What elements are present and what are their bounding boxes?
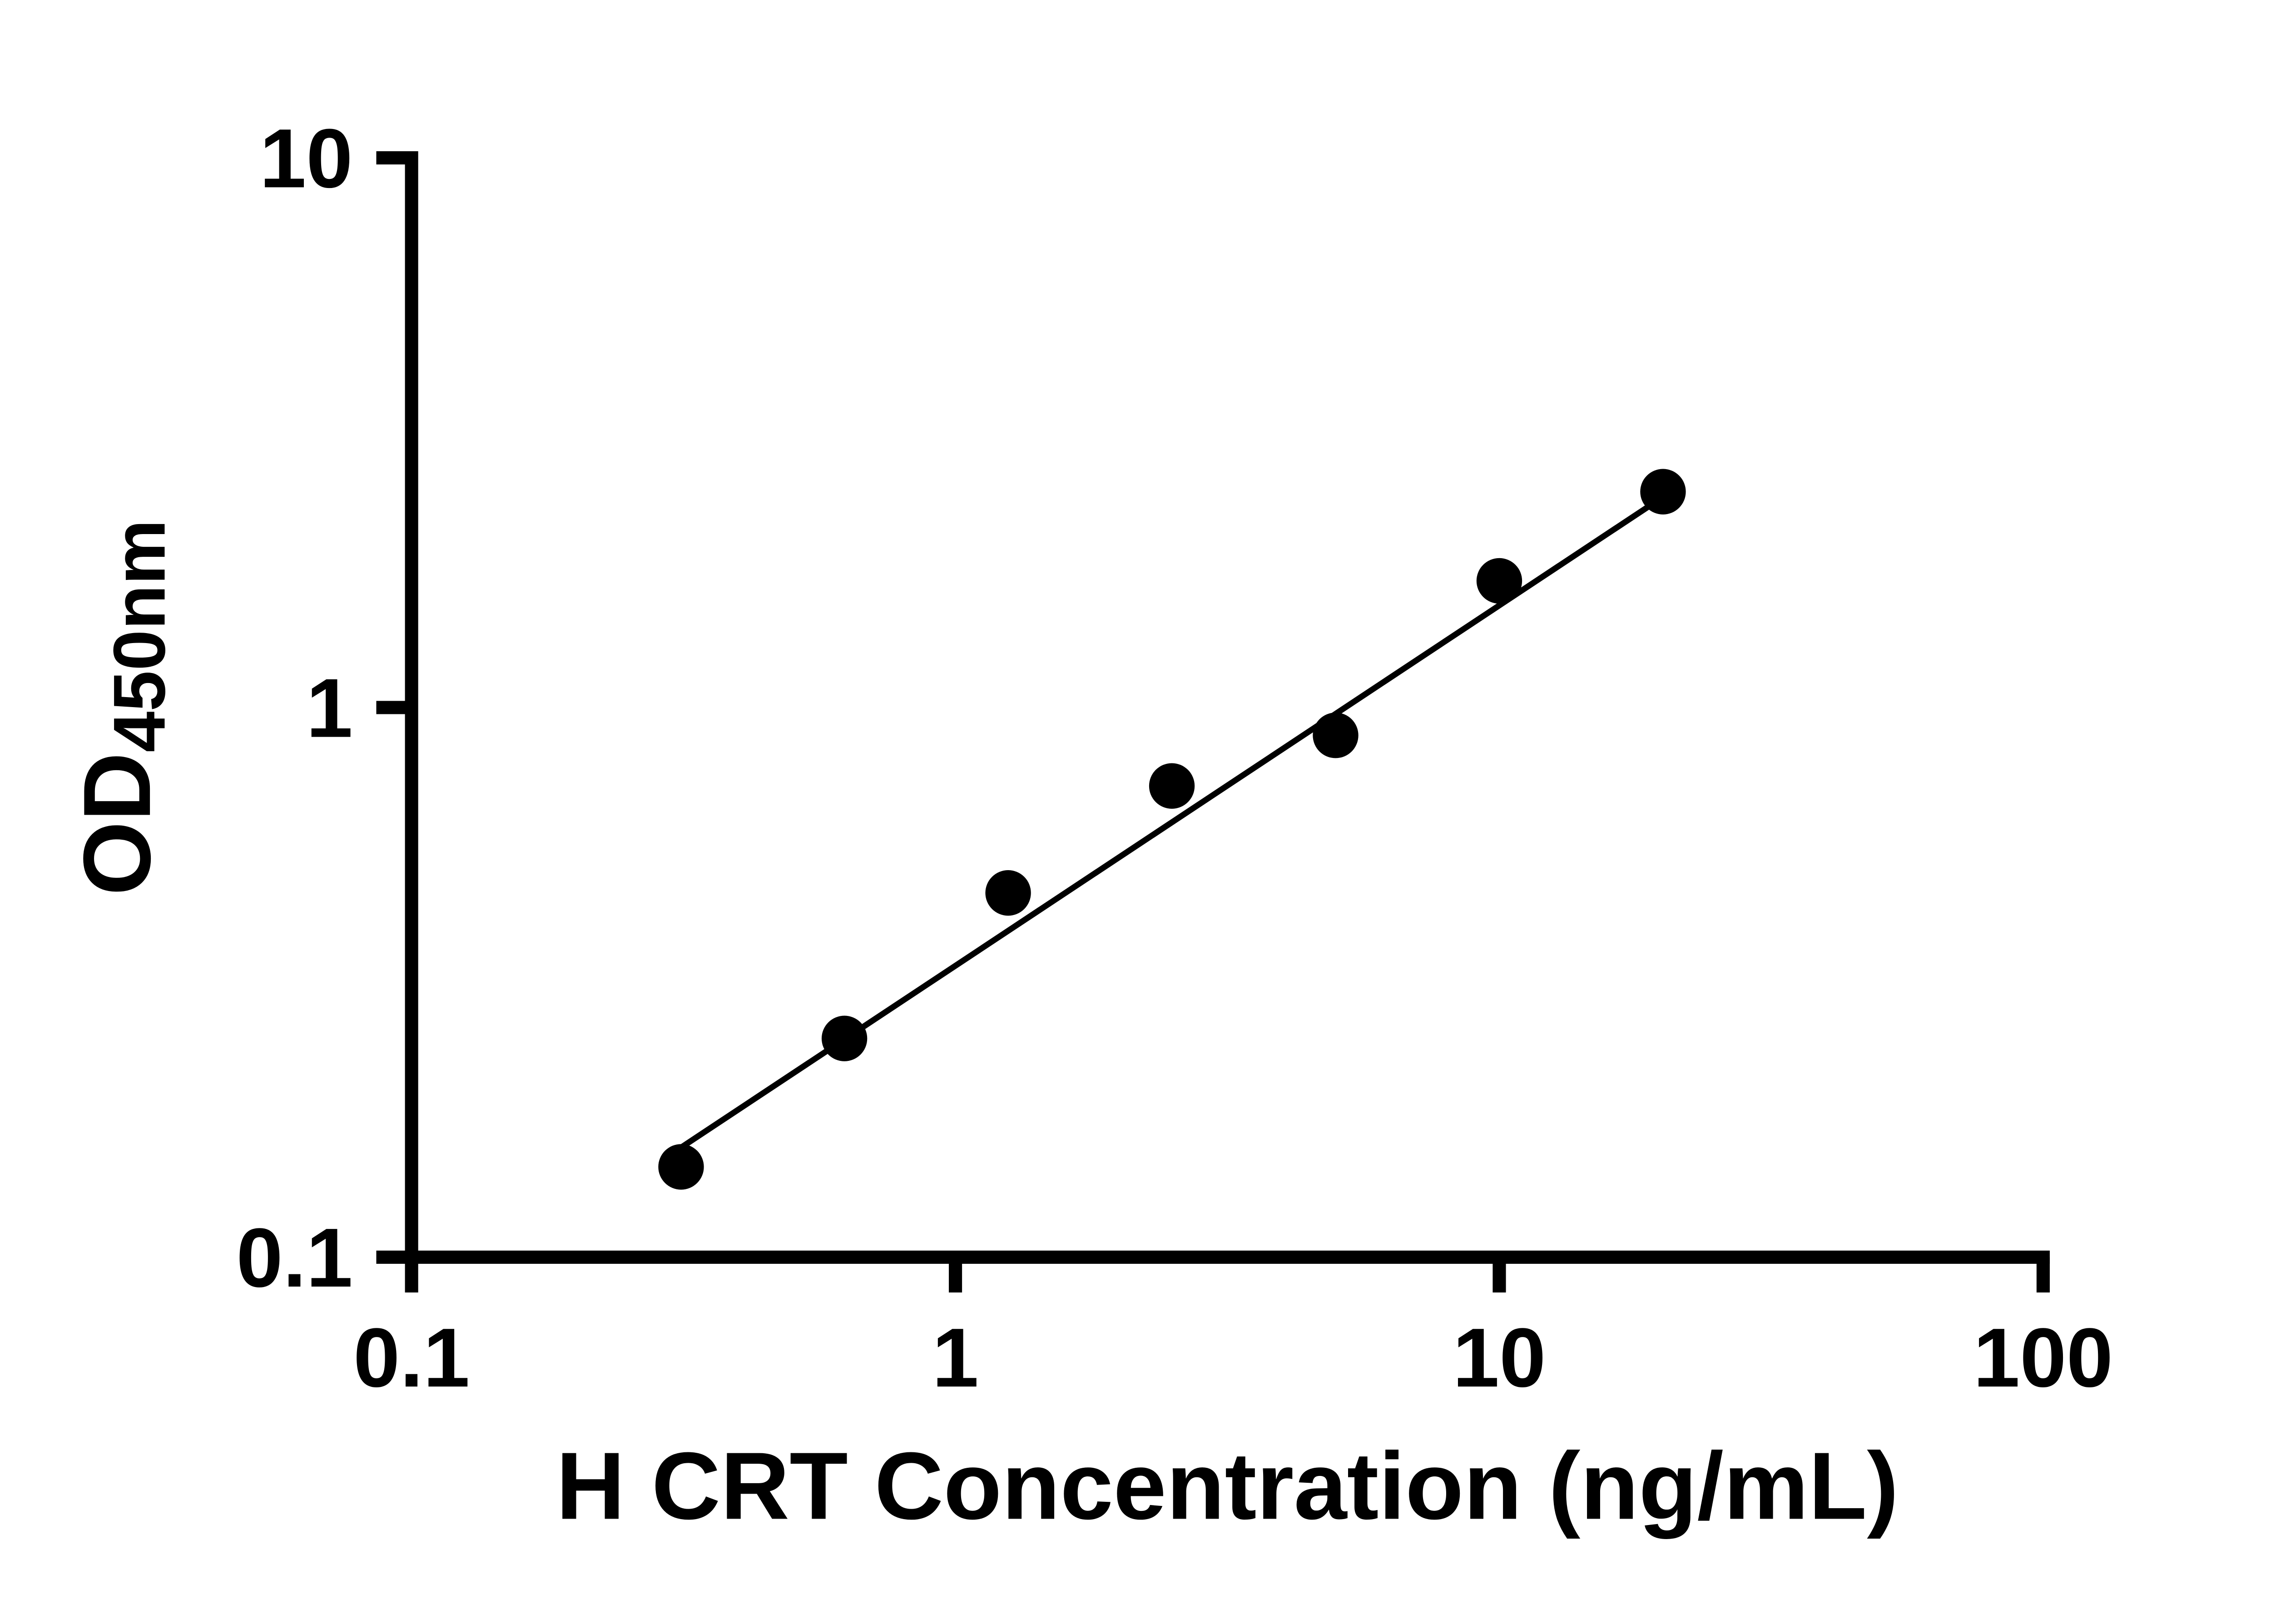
plot-svg: H CRT Concentration (ng/mL) OD450nm 0.1 1… bbox=[64, 112, 2113, 1540]
elisa-standard-curve-figure: H CRT Concentration (ng/mL) OD450nm 0.1 1… bbox=[0, 11, 2271, 1613]
data-point bbox=[821, 1015, 868, 1062]
y-tick-label: 0.1 bbox=[236, 1211, 352, 1305]
data-point bbox=[1313, 713, 1359, 758]
x-tick-label: 1 bbox=[932, 1311, 979, 1405]
x-tick-label: 10 bbox=[1453, 1311, 1546, 1405]
y-tick-label: 1 bbox=[306, 662, 353, 755]
x-axis-title: H CRT Concentration (ng/mL) bbox=[556, 1433, 1899, 1540]
x-tick-label: 0.1 bbox=[353, 1311, 470, 1405]
data-point bbox=[985, 870, 1031, 916]
y-tick-label: 10 bbox=[260, 112, 353, 206]
data-point bbox=[1149, 763, 1195, 809]
data-point bbox=[1640, 469, 1686, 515]
x-tick-label: 100 bbox=[1973, 1311, 2113, 1405]
y-axis-title-subscript: 450nm bbox=[99, 520, 180, 753]
y-axis-title: OD450nm bbox=[64, 520, 180, 896]
y-axis-title-main: OD bbox=[64, 753, 170, 896]
data-point bbox=[658, 1144, 704, 1190]
data-point bbox=[1476, 558, 1522, 604]
